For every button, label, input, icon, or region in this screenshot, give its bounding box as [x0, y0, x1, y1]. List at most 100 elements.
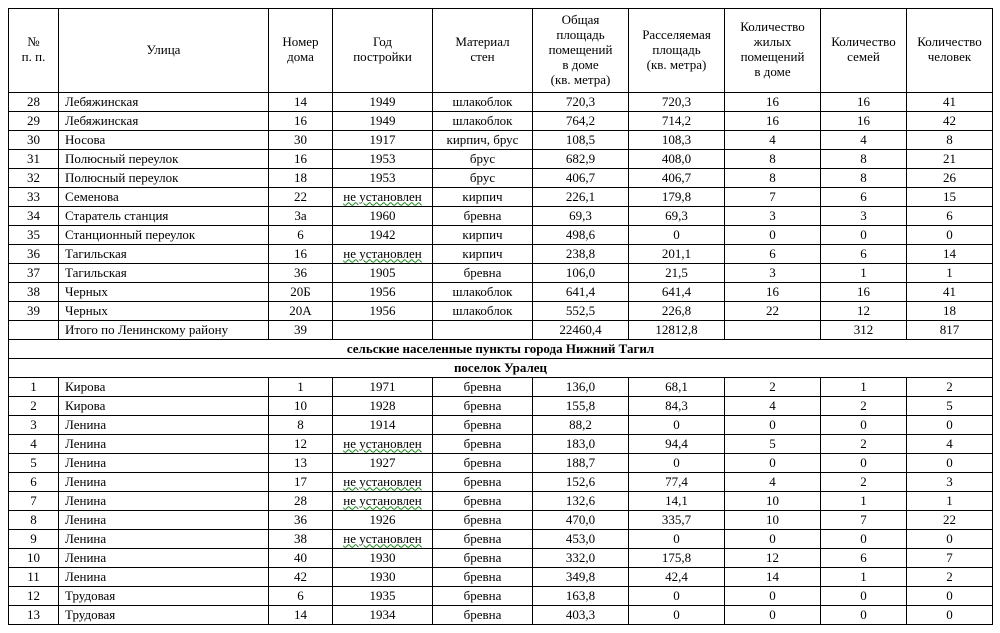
- table-row: 34Старатель станция3а1960бревна69,369,33…: [9, 206, 993, 225]
- cell: 0: [821, 605, 907, 624]
- cell: 8: [725, 149, 821, 168]
- cell: 4: [821, 130, 907, 149]
- cell: 179,8: [629, 187, 725, 206]
- cell: 1949: [333, 92, 433, 111]
- cell: 8: [821, 149, 907, 168]
- cell: Трудовая: [59, 605, 269, 624]
- cell: шлакоблок: [433, 282, 533, 301]
- cell: 18: [269, 168, 333, 187]
- cell: 403,3: [533, 605, 629, 624]
- cell: 0: [629, 225, 725, 244]
- cell: 22460,4: [533, 320, 629, 339]
- cell: не установлен: [333, 434, 433, 453]
- cell: 12812,8: [629, 320, 725, 339]
- cell: Кирова: [59, 377, 269, 396]
- cell: 8: [9, 510, 59, 529]
- cell: 0: [725, 586, 821, 605]
- cell: 0: [629, 415, 725, 434]
- column-header: Годпостройки: [333, 9, 433, 93]
- cell: 16: [269, 149, 333, 168]
- cell: 30: [9, 130, 59, 149]
- cell: 8: [725, 168, 821, 187]
- cell: 8: [821, 168, 907, 187]
- cell: 0: [725, 225, 821, 244]
- cell: 12: [725, 548, 821, 567]
- cell: 28: [9, 92, 59, 111]
- cell: 12: [821, 301, 907, 320]
- cell: 1960: [333, 206, 433, 225]
- section-header-row: сельские населенные пункты города Нижний…: [9, 339, 993, 358]
- cell: 84,3: [629, 396, 725, 415]
- cell: 1: [9, 377, 59, 396]
- cell: 3: [821, 206, 907, 225]
- cell: 1953: [333, 149, 433, 168]
- cell: Старатель станция: [59, 206, 269, 225]
- cell: 68,1: [629, 377, 725, 396]
- table-row: 36Тагильская16не установленкирпич238,820…: [9, 244, 993, 263]
- cell: 14: [907, 244, 993, 263]
- cell: 88,2: [533, 415, 629, 434]
- cell: 10: [269, 396, 333, 415]
- cell: Ленина: [59, 434, 269, 453]
- cell: Ленина: [59, 415, 269, 434]
- cell: 1: [821, 263, 907, 282]
- cell: 3: [907, 472, 993, 491]
- table-row: 37Тагильская361905бревна106,021,5311: [9, 263, 993, 282]
- column-header: Улица: [59, 9, 269, 93]
- cell: Ленина: [59, 510, 269, 529]
- cell: Черных: [59, 301, 269, 320]
- cell: 12: [9, 586, 59, 605]
- cell: 0: [725, 529, 821, 548]
- cell: 36: [269, 510, 333, 529]
- cell: 3: [725, 263, 821, 282]
- cell: 201,1: [629, 244, 725, 263]
- cell: 14: [269, 605, 333, 624]
- cell: 42,4: [629, 567, 725, 586]
- cell: 552,5: [533, 301, 629, 320]
- cell: бревна: [433, 491, 533, 510]
- cell: 39: [9, 301, 59, 320]
- cell: 14: [725, 567, 821, 586]
- cell: 1930: [333, 567, 433, 586]
- cell: 0: [821, 529, 907, 548]
- cell: 7: [821, 510, 907, 529]
- cell: 12: [269, 434, 333, 453]
- cell: 108,3: [629, 130, 725, 149]
- cell: 152,6: [533, 472, 629, 491]
- cell: 31: [9, 149, 59, 168]
- cell: 10: [725, 491, 821, 510]
- cell: шлакоблок: [433, 301, 533, 320]
- cell: 16: [821, 282, 907, 301]
- cell: 4: [907, 434, 993, 453]
- cell: 22: [269, 187, 333, 206]
- cell: 0: [907, 529, 993, 548]
- table-row: 30Носова301917кирпич, брус108,5108,3448: [9, 130, 993, 149]
- cell: 69,3: [629, 206, 725, 225]
- cell: бревна: [433, 510, 533, 529]
- cell: шлакоблок: [433, 92, 533, 111]
- cell: Кирова: [59, 396, 269, 415]
- table-row: 39Черных20А1956шлакоблок552,5226,8221218: [9, 301, 993, 320]
- cell: 349,8: [533, 567, 629, 586]
- cell: 183,0: [533, 434, 629, 453]
- cell: 21: [907, 149, 993, 168]
- cell: бревна: [433, 206, 533, 225]
- table-row: 31Полюсный переулок161953брус682,9408,08…: [9, 149, 993, 168]
- cell: 132,6: [533, 491, 629, 510]
- cell: Трудовая: [59, 586, 269, 605]
- cell: 714,2: [629, 111, 725, 130]
- cell: 1956: [333, 301, 433, 320]
- cell: 108,5: [533, 130, 629, 149]
- cell: 1971: [333, 377, 433, 396]
- cell: 3а: [269, 206, 333, 225]
- table-row: 13Трудовая141934бревна403,30000: [9, 605, 993, 624]
- cell: 6: [821, 244, 907, 263]
- cell: 69,3: [533, 206, 629, 225]
- cell: 32: [9, 168, 59, 187]
- cell: [9, 320, 59, 339]
- cell: 0: [629, 605, 725, 624]
- table-row: 10Ленина401930бревна332,0175,81267: [9, 548, 993, 567]
- cell: 13: [269, 453, 333, 472]
- cell: брус: [433, 168, 533, 187]
- cell: 4: [725, 396, 821, 415]
